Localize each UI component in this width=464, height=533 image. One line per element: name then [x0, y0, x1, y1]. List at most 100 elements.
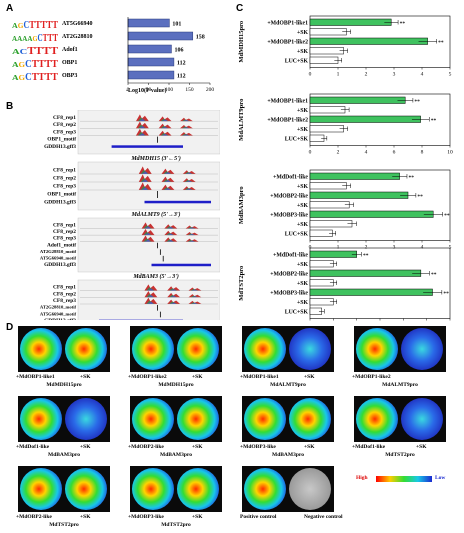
bar-category-label: LUC+SK	[285, 59, 309, 65]
x-tick-label: 3	[393, 245, 396, 251]
leaf-disc	[289, 468, 331, 510]
peak	[158, 130, 172, 136]
peak	[164, 237, 178, 242]
bar-category-label: AT2G28810	[62, 34, 93, 40]
peak	[182, 178, 196, 182]
plate-promoter-title: MdBAM3pro	[272, 452, 304, 458]
plate-promoter-title: MdMDH15pro	[158, 382, 194, 388]
gene-label: MdALMT9 (5'→3')	[131, 211, 181, 218]
plate-promoter-title: MdTST2pro	[385, 452, 415, 458]
peak	[188, 240, 195, 242]
peak	[141, 228, 155, 236]
bar-value-label: 106	[174, 48, 183, 54]
track-row-label: CF8_rep3	[53, 298, 76, 304]
gene-model	[144, 200, 211, 204]
bar	[309, 47, 344, 55]
track-row-label: CF8_rep3	[53, 236, 76, 242]
bar-category-label: +MdDof1-like	[273, 253, 308, 259]
bar	[309, 191, 409, 199]
leaf-disc	[401, 328, 443, 370]
genome-track: CF8_rep1CF8_rep2CF8_rep3AT2G28810_motifA…	[40, 279, 220, 320]
bar-category-label: +SK	[297, 262, 309, 268]
plate-left-label: +MdOBP1-like1	[240, 374, 279, 380]
chart-ylabel: MdMDH15pro	[238, 21, 245, 63]
bar	[127, 57, 175, 67]
bar-category-label: +SK	[297, 108, 309, 114]
logo-letter: C	[24, 19, 30, 31]
peak	[179, 132, 193, 136]
track-row-label: AT5G66940_motif	[40, 311, 77, 316]
track-row-label: AT2G28810_motif	[40, 249, 77, 254]
peak	[161, 126, 168, 129]
peak	[185, 225, 199, 229]
bar-category-label: +SK	[297, 203, 309, 209]
gene-model	[151, 263, 211, 267]
imaging-frame	[354, 396, 446, 442]
logo-letter: T	[52, 19, 58, 31]
logo-letter: C	[38, 32, 43, 44]
leaf-disc	[65, 328, 107, 370]
bar-category-label: +SK	[297, 222, 309, 228]
logo-letter: T	[43, 45, 51, 57]
track-row-label: CF8_rep1	[53, 285, 76, 291]
peak	[141, 235, 155, 242]
peak	[167, 227, 174, 229]
logo-letter: T	[38, 58, 45, 70]
logo-letter: G	[32, 35, 38, 43]
logo-letter: T	[29, 19, 35, 31]
leaf-disc	[356, 328, 398, 370]
peak	[182, 120, 189, 122]
chart-ylabel: MdBAM3pro	[238, 186, 245, 224]
peak	[170, 289, 177, 291]
leaf-disc	[65, 468, 107, 510]
peak	[185, 180, 192, 182]
logo-letter: G	[19, 74, 26, 82]
logo-letter: T	[38, 71, 45, 83]
track-row-label: OBP1_motif	[47, 192, 76, 198]
logo-letter: A	[22, 35, 27, 43]
peak	[188, 300, 202, 304]
track-row-label: AT5G66940_motif	[40, 255, 77, 260]
logo-letter: A	[12, 61, 19, 69]
x-tick-label: 4	[365, 150, 368, 156]
leaf-disc	[177, 468, 219, 510]
gene-label: MdMDH15 (3'←5')	[130, 155, 181, 162]
peak	[144, 291, 158, 298]
leaf-disc	[132, 398, 174, 440]
peak	[141, 187, 148, 190]
logo-letter: T	[43, 32, 49, 44]
bar	[309, 269, 422, 277]
peak	[138, 182, 152, 190]
peak	[179, 124, 193, 129]
x-tick-label: 4	[421, 245, 424, 251]
peak	[144, 232, 151, 236]
chart-ylabel: MdALMT9pro	[238, 99, 245, 141]
peak	[161, 119, 168, 122]
peak	[161, 176, 175, 182]
bar	[127, 44, 172, 54]
imaging-frame	[242, 466, 334, 512]
x-tick-label: 2	[365, 245, 368, 251]
logo-letter: T	[45, 58, 52, 70]
peak	[191, 302, 198, 304]
peak	[188, 294, 202, 298]
logo-letter: A	[27, 35, 32, 43]
plate-right-label: +SK	[192, 444, 203, 450]
genome-track: CF8_rep1CF8_rep2CF8_rep3Adof1_motifAT2G2…	[40, 217, 220, 280]
track-row-label: CF8_rep3	[53, 184, 76, 190]
peak	[164, 188, 171, 190]
plate-left-label: +MdOBP2-like	[16, 514, 52, 520]
luc-bar-chart: MdMDH15pro +MdOBP1-like1 ** +SK +MdOBP1-like…	[238, 15, 452, 78]
panel-c-luc-charts: MdMDH15pro +MdOBP1-like1 ** +SK +MdOBP1-like…	[238, 15, 453, 321]
bar-category-label: +MdOBP3-like	[270, 213, 308, 219]
panel-label-b: B	[6, 101, 14, 112]
leaf-disc	[289, 398, 331, 440]
plate-left-label: +MdOBP3-like	[240, 444, 276, 450]
leaf-disc	[401, 398, 443, 440]
panel-label-d: D	[6, 322, 14, 333]
logo-letter: T	[51, 71, 58, 83]
